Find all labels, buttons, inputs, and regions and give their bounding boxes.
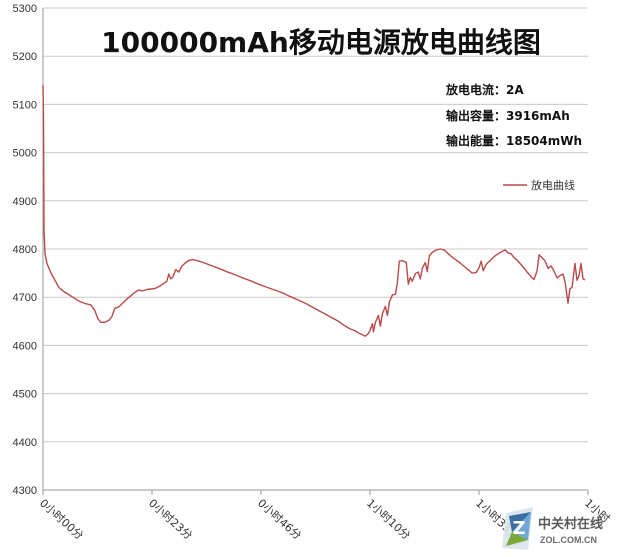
stat-current: 放电电流：2A (445, 82, 524, 97)
y-tick-label: 4300 (13, 485, 37, 497)
watermark-text: 中关村在线 (538, 516, 603, 532)
y-axis: 4300 4400 4500 4600 4700 4800 4900 5000 5100 5200… (13, 3, 44, 497)
x-tick-label: 0小时46分 (255, 497, 304, 543)
y-tick-label: 4400 (13, 437, 37, 449)
zol-logo-icon: Z (502, 507, 533, 550)
x-tick-label: 0小时00分 (37, 497, 86, 543)
watermark-sub: ZOL.COM.CN (540, 535, 597, 545)
stats-box: 放电电流：2A 输出容量：3916mAh 输出能量：18504mWh (445, 82, 582, 148)
chart-title: 100000mAh移动电源放电曲线图 (101, 26, 541, 59)
y-tick-label: 4600 (13, 340, 37, 352)
x-tick-label: 1小时10分 (364, 497, 413, 543)
y-tick-label: 4700 (13, 292, 37, 304)
legend: 放电曲线 (503, 178, 575, 192)
y-tick-label: 4800 (13, 244, 37, 256)
series-layer (42, 85, 586, 337)
x-tick-label: 0小时23分 (146, 497, 195, 543)
stat-capacity: 输出容量：3916mAh (446, 108, 570, 123)
stat-energy: 输出能量：18504mWh (446, 133, 582, 148)
watermark: Z 中关村在线 ZOL.COM.CN (502, 507, 603, 550)
y-tick-label: 5200 (13, 51, 37, 63)
grid-lines (43, 7, 588, 491)
svg-text:Z: Z (512, 518, 525, 539)
y-tick-label: 4900 (13, 196, 37, 208)
y-tick-label: 5000 (13, 148, 37, 160)
y-tick-label: 4500 (13, 389, 37, 401)
y-tick-label: 5300 (13, 3, 37, 15)
series-line (42, 85, 586, 337)
legend-label: 放电曲线 (531, 178, 575, 192)
y-tick-label: 5100 (13, 99, 37, 111)
